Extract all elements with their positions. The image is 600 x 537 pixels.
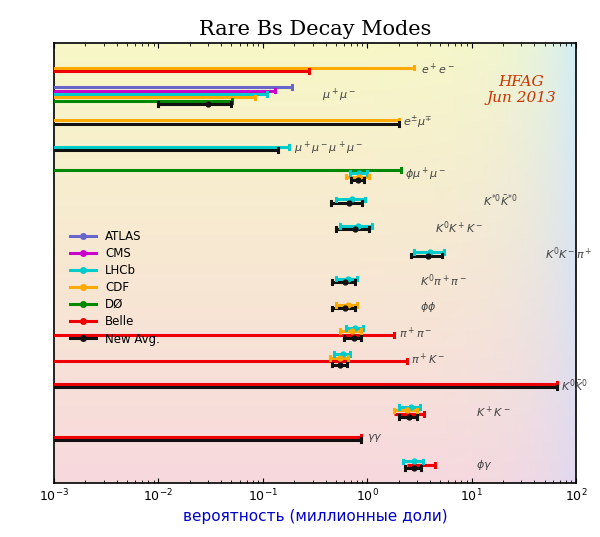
Text: $K^{*0}\bar{K}^{*0}$: $K^{*0}\bar{K}^{*0}$ — [484, 193, 518, 209]
Title: Rare Bs Decay Modes: Rare Bs Decay Modes — [199, 20, 431, 39]
Text: HFAG
Jun 2013: HFAG Jun 2013 — [487, 75, 556, 105]
Text: $K^0K^+K^-$: $K^0K^+K^-$ — [436, 219, 484, 236]
Legend: ATLAS, CMS, LHCb, CDF, DØ, Belle, New Avg.: ATLAS, CMS, LHCb, CDF, DØ, Belle, New Av… — [65, 225, 165, 350]
Text: $\mu^+\mu^-$: $\mu^+\mu^-$ — [322, 87, 356, 104]
Text: $\phi\gamma$: $\phi\gamma$ — [476, 458, 493, 472]
Text: $e^{\pm}\mu^{\mp}$: $e^{\pm}\mu^{\mp}$ — [403, 113, 433, 130]
Text: $\gamma\gamma$: $\gamma\gamma$ — [367, 432, 383, 445]
X-axis label: вероятность (миллионные доли): вероятность (миллионные доли) — [182, 509, 448, 524]
Text: $K^0K^-\pi^+$: $K^0K^-\pi^+$ — [545, 245, 592, 262]
Text: $K^+K^-$: $K^+K^-$ — [476, 404, 511, 420]
Text: $\phi\mu^+\mu^-$: $\phi\mu^+\mu^-$ — [405, 166, 446, 184]
Text: $\phi\phi$: $\phi\phi$ — [420, 300, 436, 314]
Text: $\pi^+\pi^-$: $\pi^+\pi^-$ — [398, 325, 432, 340]
Text: $K^0\pi^+\pi^-$: $K^0\pi^+\pi^-$ — [420, 272, 467, 288]
Text: $\mu^+\mu^-\mu^+\mu^-$: $\mu^+\mu^-\mu^+\mu^-$ — [294, 140, 364, 157]
Text: $e^+e^-$: $e^+e^-$ — [421, 62, 455, 77]
Text: $\pi^+K^-$: $\pi^+K^-$ — [410, 352, 445, 367]
Text: $K^0\bar{K}^0$: $K^0\bar{K}^0$ — [561, 378, 588, 394]
